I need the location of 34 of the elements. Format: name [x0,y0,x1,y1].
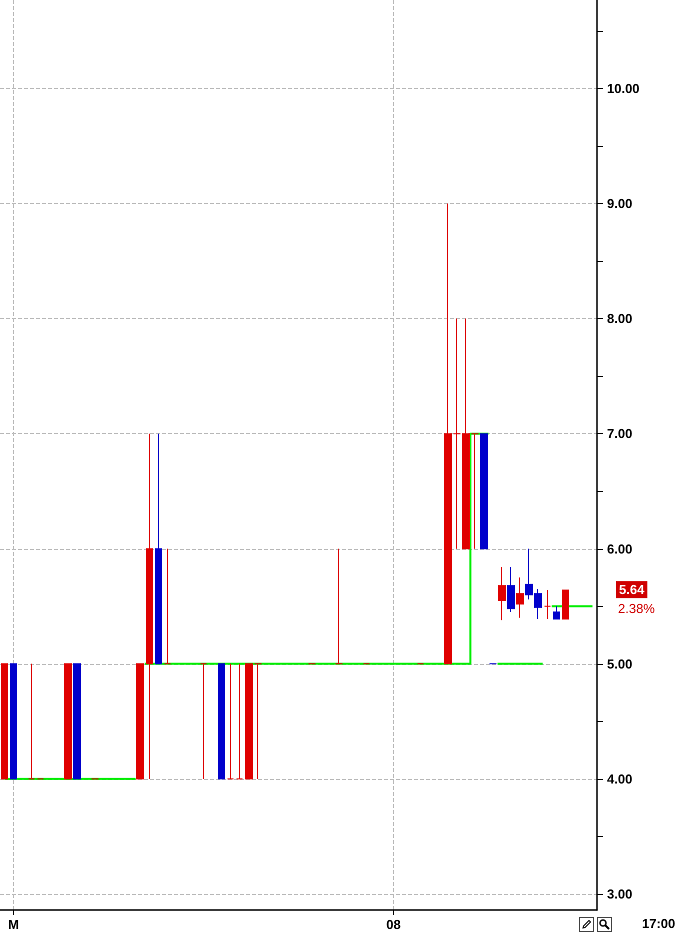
candlestick [146,433,153,780]
y-tick-label: 3.00 [607,886,632,902]
candlestick [28,663,35,780]
candlestick [562,590,569,620]
text: 17:00 [642,916,676,931]
y-tick-label: 5.00 [607,656,632,672]
candlestick [200,663,207,780]
candlestick [498,566,506,621]
candlestick [480,433,488,550]
candlestick [236,663,243,780]
candlestick [10,663,17,780]
candlestick [516,577,524,618]
candlestick [164,548,171,664]
candlestick [227,663,234,780]
candlestick [507,566,515,613]
candlestick [136,663,144,780]
text: 5.64 [619,582,646,598]
candlestick [64,663,72,780]
candlestick [218,663,225,780]
y-tick-label: 9.00 [607,196,632,212]
candlestick [155,433,162,664]
y-tick-label: 6.00 [607,541,632,556]
candlestick [1,663,8,780]
candlestick [553,606,560,620]
y-tick-label: 4.00 [607,771,632,786]
y-tick-label: 8.00 [607,311,632,326]
text: 2.38% [618,601,656,616]
x-tick-label: M [8,917,19,932]
candlestick [335,548,343,664]
x-tick-label: 08 [386,917,401,932]
candlestick [73,663,81,780]
y-tick-label: 7.00 [607,426,632,442]
y-tick-label: 10.00 [607,81,640,96]
candlestick [544,590,551,620]
